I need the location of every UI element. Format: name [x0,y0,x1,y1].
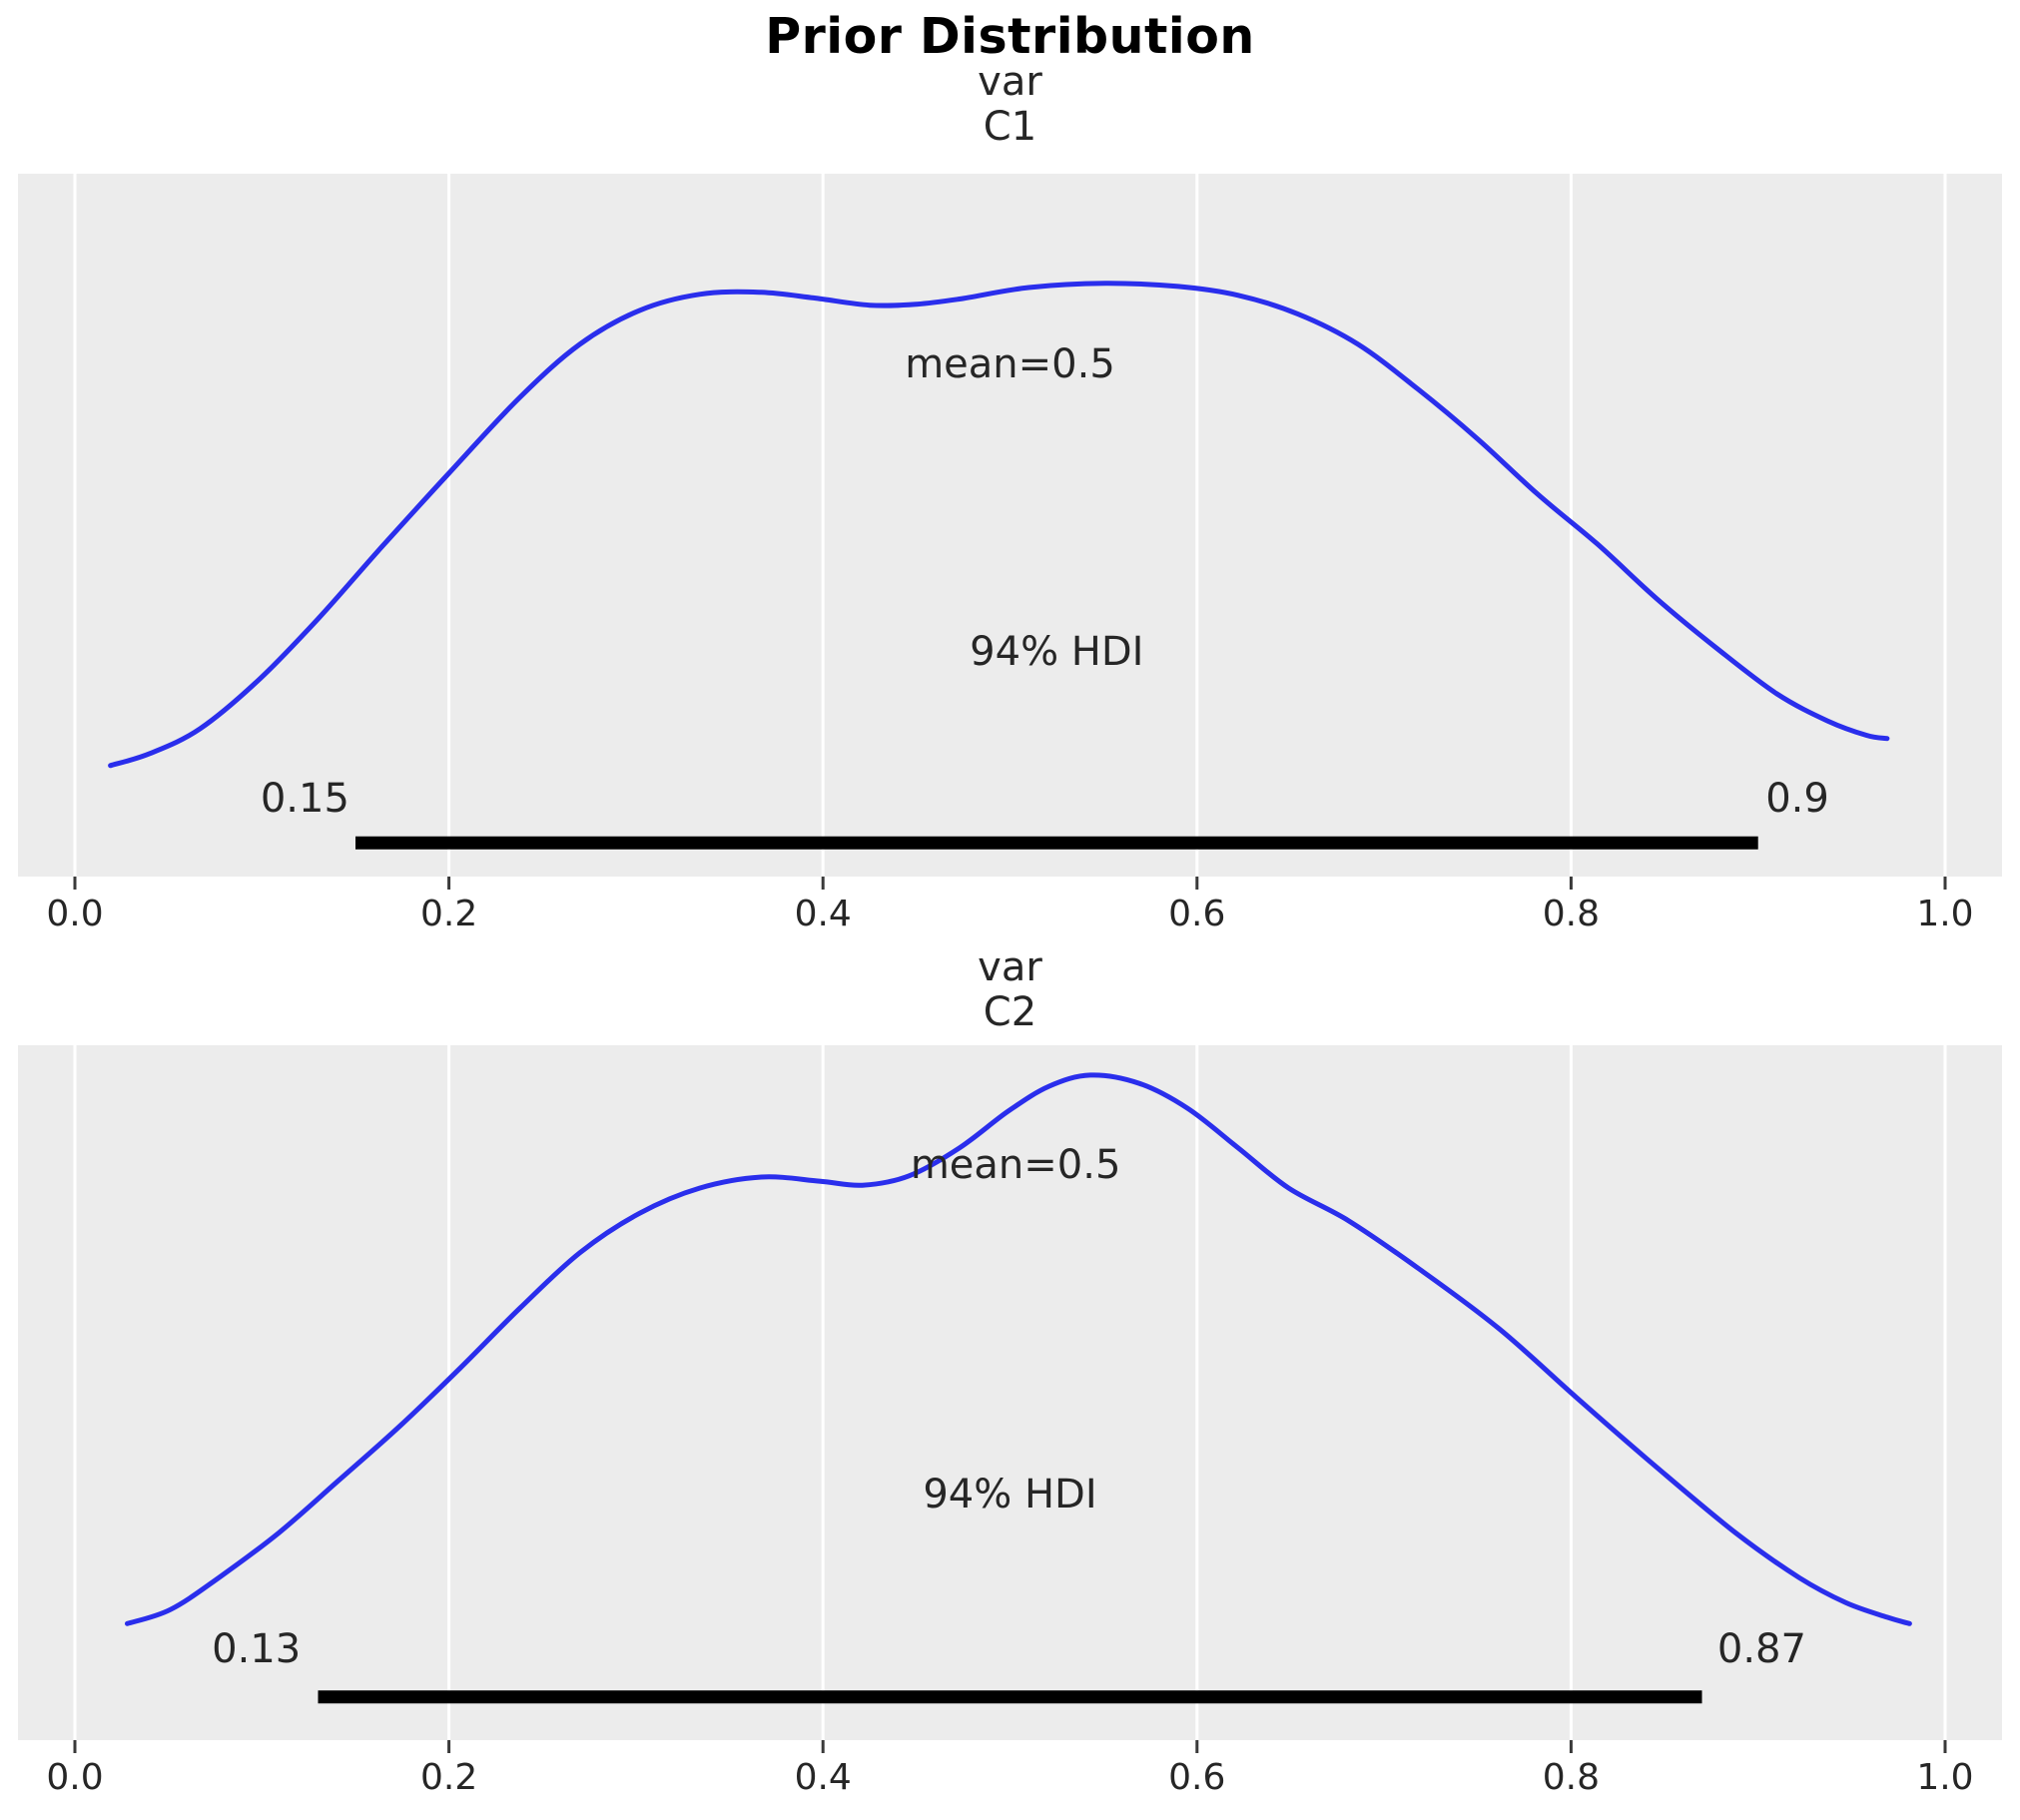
hdi-upper-label: 0.87 [1716,1625,1806,1672]
mean-annotation: mean=0.5 [905,340,1115,387]
x-tick-label: 0.2 [419,894,478,934]
kde-curve [108,281,1890,769]
panel-subtitle-c1: var C1 [0,60,2020,150]
kde-plot-svg [73,174,1947,890]
kde-curve [125,1072,1912,1626]
x-tick-label: 0.8 [1542,894,1601,934]
kde-panel-c2: mean=0.5 94% HDI 0.13 0.87 [18,1045,2002,1753]
subtitle-var-line: var [978,944,1042,990]
figure-title: Prior Distribution [765,8,1255,65]
x-tick-label: 0.4 [794,1757,852,1798]
subtitle-var-line: var [978,59,1042,105]
x-tick-label: 0.0 [46,1757,104,1798]
x-axis-tick-labels-c2: 0.0 0.2 0.4 0.6 0.8 1.0 [18,1754,2002,1806]
x-tick-label: 0.6 [1168,1757,1226,1798]
kde-panel-c1: mean=0.5 94% HDI 0.15 0.9 [18,174,2002,890]
x-tick-label: 0.0 [46,894,104,934]
x-tick-label: 0.8 [1542,1757,1601,1798]
hdi-upper-label: 0.9 [1765,775,1829,822]
x-tick-label: 0.2 [419,1757,478,1798]
x-axis-tick-labels-c1: 0.0 0.2 0.4 0.6 0.8 1.0 [18,891,2002,942]
mean-annotation: mean=0.5 [910,1141,1121,1188]
x-tick-label: 0.6 [1168,894,1226,934]
subtitle-coord-line: C2 [983,989,1037,1035]
hdi-annotation: 94% HDI [923,1472,1097,1518]
x-tick-label: 1.0 [1916,894,1974,934]
panel-subtitle-c2: var C2 [0,945,2020,1035]
hdi-lower-label: 0.15 [260,775,349,822]
hdi-annotation: 94% HDI [970,628,1144,675]
x-tick-label: 1.0 [1916,1757,1974,1798]
hdi-lower-label: 0.13 [212,1625,302,1672]
kde-plot-svg [73,1045,1947,1753]
x-tick-label: 0.4 [794,894,852,934]
subtitle-coord-line: C1 [983,104,1037,150]
